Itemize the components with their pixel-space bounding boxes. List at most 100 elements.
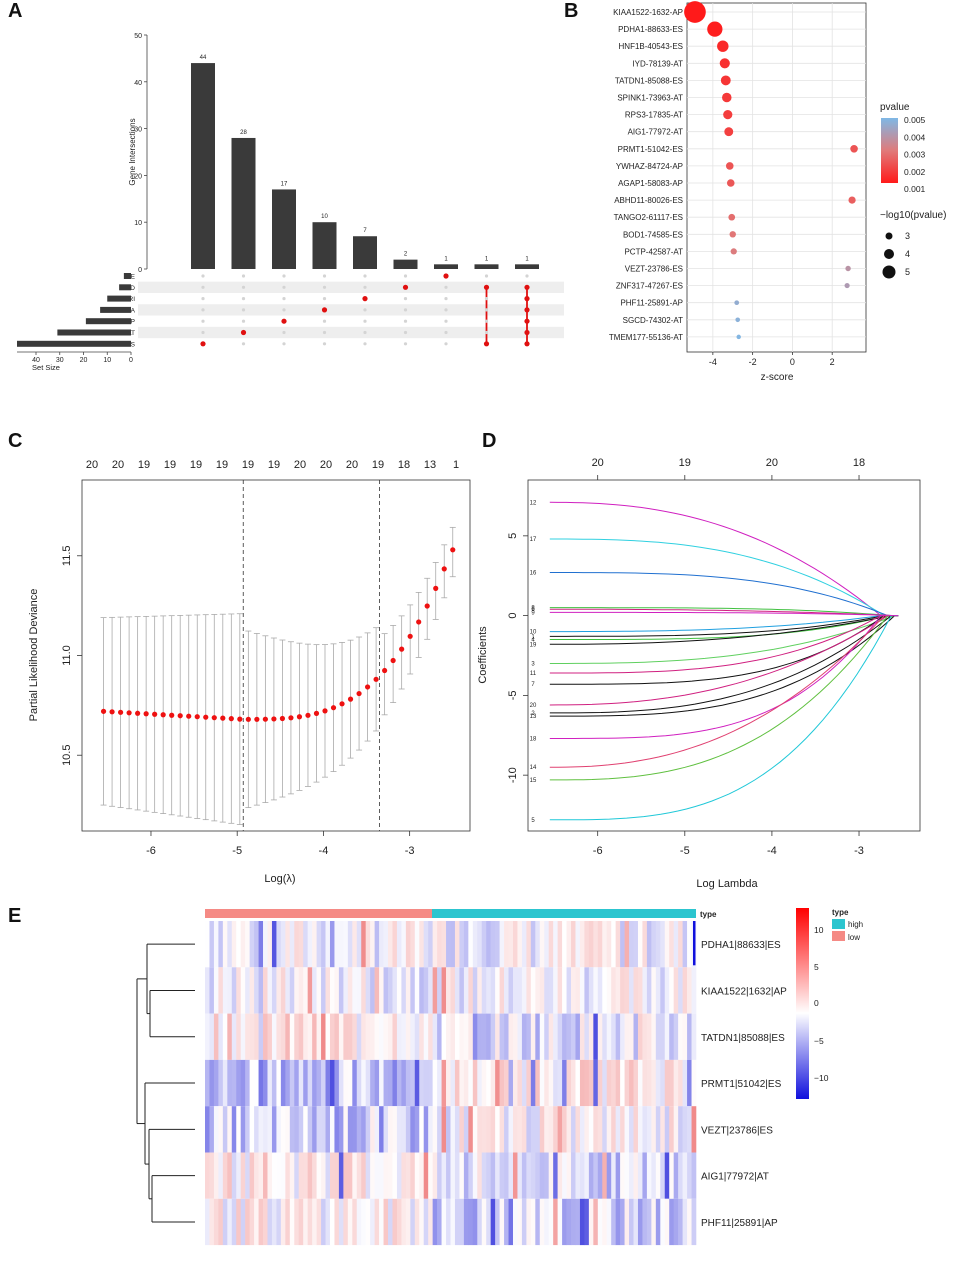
heatmap-cell bbox=[374, 1152, 380, 1199]
heatmap-cell bbox=[419, 1198, 425, 1246]
heatmap-cell bbox=[646, 967, 652, 1014]
heatmap-cell bbox=[620, 1152, 625, 1199]
panel-label-c: C bbox=[8, 430, 22, 452]
heatmap-cell bbox=[231, 1106, 237, 1153]
heatmap-cell bbox=[521, 1059, 527, 1107]
matrix-row-stripe bbox=[138, 281, 564, 293]
set-label: RI bbox=[129, 296, 136, 303]
heatmap-cell bbox=[446, 967, 451, 1014]
heatmap-cell bbox=[669, 1152, 674, 1199]
heatmap-cell bbox=[294, 1198, 300, 1246]
heatmap-cell bbox=[365, 921, 371, 968]
cv-frame bbox=[81, 479, 471, 832]
heatmap-cell bbox=[240, 967, 246, 1014]
heatmap-cell bbox=[289, 921, 295, 968]
heatmap-cell bbox=[428, 1059, 433, 1107]
heatmap-cell bbox=[263, 1152, 268, 1199]
heatmap-cell bbox=[271, 1013, 277, 1060]
cv-top-count: 18 bbox=[398, 459, 410, 471]
heatmap-cell bbox=[454, 921, 460, 968]
heatmap-cell bbox=[347, 1059, 353, 1107]
heatmap-cell bbox=[428, 1198, 433, 1246]
heatmap-cell bbox=[472, 921, 478, 968]
path-series-label: 6 bbox=[531, 607, 535, 613]
heatmap-row-label: PDHA1|88633|ES bbox=[701, 940, 781, 951]
heatmap-cell bbox=[682, 1152, 688, 1199]
heatmap-cell bbox=[379, 967, 384, 1014]
heatmap-cell bbox=[463, 1013, 469, 1060]
heatmap-cell bbox=[486, 1013, 491, 1060]
heatmap-cell bbox=[446, 1013, 451, 1060]
heatmap-cell bbox=[245, 1013, 250, 1060]
legend-high-swatch bbox=[832, 919, 845, 929]
heatmap-cell bbox=[285, 921, 291, 968]
heatmap-cell bbox=[669, 1013, 674, 1060]
cv-point bbox=[117, 709, 124, 715]
heatmap-cell bbox=[637, 921, 643, 968]
heatmap-cell bbox=[236, 1106, 242, 1153]
heatmap-cell bbox=[285, 967, 291, 1014]
coefficient-path bbox=[549, 501, 899, 617]
heatmap-cell bbox=[405, 1106, 411, 1153]
cv-top-count: 20 bbox=[86, 459, 98, 471]
gene-dot bbox=[725, 162, 734, 170]
heatmap-cell bbox=[593, 1059, 599, 1107]
cv-point bbox=[339, 701, 345, 707]
upset-y-tick-label: 0 bbox=[138, 267, 142, 274]
heatmap-cell bbox=[396, 967, 402, 1014]
heatmap-cell bbox=[276, 1152, 282, 1199]
cv-point bbox=[407, 633, 413, 639]
heatmap-cell bbox=[227, 1013, 233, 1060]
heatmap-cell bbox=[263, 967, 268, 1014]
heatmap-cell bbox=[227, 1152, 233, 1199]
heatmap-cell bbox=[352, 921, 358, 968]
heatmap-cell bbox=[468, 921, 474, 968]
heatmap-cell bbox=[615, 921, 621, 968]
heatmap-cell bbox=[691, 967, 697, 1014]
cv-x-tick-label: -5 bbox=[232, 845, 242, 857]
heatmap-cell bbox=[405, 1059, 411, 1107]
heatmap-cell bbox=[477, 1152, 483, 1199]
heatmap-cell bbox=[539, 921, 545, 968]
heatmap-cell bbox=[236, 1013, 242, 1060]
gene-dot bbox=[734, 300, 740, 306]
heatmap-cell bbox=[615, 1059, 621, 1107]
heatmap-cell bbox=[263, 1106, 268, 1153]
intersection-bar-label: 28 bbox=[240, 130, 247, 136]
gene-dot bbox=[844, 283, 850, 289]
heatmap-cell bbox=[325, 967, 331, 1014]
heatmap-cell bbox=[401, 921, 407, 968]
heatmap-cell bbox=[468, 967, 474, 1014]
heatmap-cell bbox=[687, 1198, 692, 1246]
heatmap-cell bbox=[231, 1198, 237, 1246]
heatmap-cell bbox=[428, 1152, 433, 1199]
panel-label-b: B bbox=[564, 0, 578, 22]
heatmap-cell bbox=[459, 1198, 465, 1246]
path-top-count: 19 bbox=[679, 457, 691, 469]
heatmap-cell bbox=[321, 1152, 326, 1199]
heatmap-cell bbox=[678, 1059, 683, 1107]
membership-dot bbox=[444, 285, 448, 289]
membership-dot bbox=[201, 319, 205, 323]
heatmap-cell bbox=[236, 1059, 242, 1107]
heatmap-cell bbox=[575, 921, 581, 968]
heatmap-cell bbox=[660, 1106, 666, 1153]
heatmap-cell bbox=[446, 1152, 451, 1199]
matrix-row-stripe bbox=[138, 304, 564, 316]
heatmap-cell bbox=[352, 1013, 358, 1060]
heatmap-cell bbox=[361, 1013, 366, 1060]
membership-dot bbox=[201, 330, 205, 335]
heatmap-cell bbox=[673, 967, 679, 1014]
heatmap-cell bbox=[579, 1106, 585, 1153]
heatmap-cell bbox=[271, 1198, 277, 1246]
heatmap-cell bbox=[606, 1106, 612, 1153]
heatmap-cell bbox=[517, 921, 523, 968]
heatmap-cell bbox=[481, 921, 487, 968]
upset-y-axis-label: Gene Intersections bbox=[128, 118, 137, 185]
heatmap-cell bbox=[526, 1152, 532, 1199]
heatmap-cell bbox=[245, 1198, 250, 1246]
heatmap-cell bbox=[633, 1198, 639, 1246]
heatmap-cell bbox=[347, 1013, 353, 1060]
membership-dot bbox=[201, 274, 205, 278]
heatmap-cell bbox=[651, 1013, 657, 1060]
